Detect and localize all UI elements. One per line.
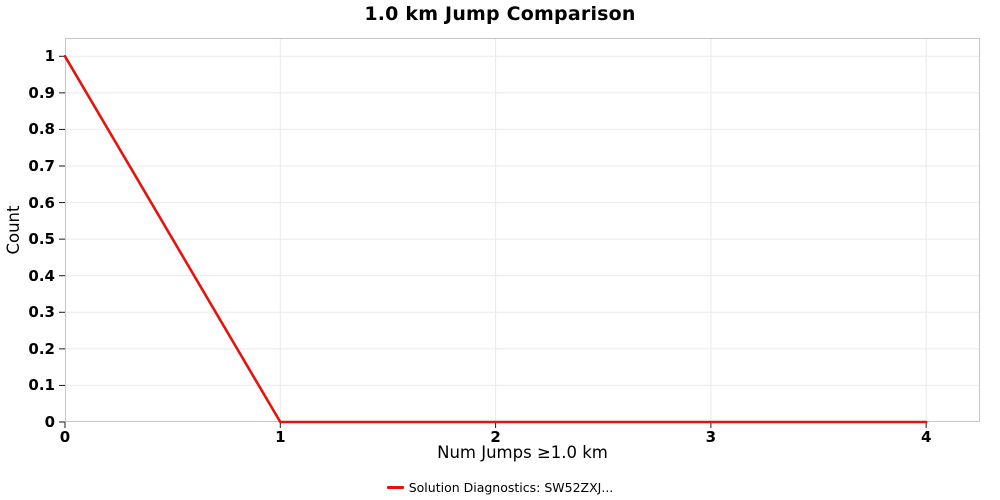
series-line [63,54,928,424]
chart-title: 1.0 km Jump Comparison [364,3,636,25]
y-tick-label: 0.3 [28,303,55,322]
y-tick-label: 0.4 [28,266,55,285]
x-tick-label: 3 [705,428,717,446]
y-tick-label: 0.1 [28,376,55,395]
y-tick-label: 0.6 [28,193,55,212]
y-tick-label: 0.9 [28,83,55,102]
x-axis-label: Num Jumps ≥1.0 km [437,443,608,462]
line-chart [59,38,980,428]
y-tick-label: 0.5 [28,230,55,249]
x-tick-label: 0 [59,428,71,446]
y-tick-label: 0.7 [28,157,55,175]
y-tick-label: 0 [44,413,55,431]
legend-line-swatch [386,486,404,489]
x-tick-label: 4 [920,428,932,446]
y-tick-label: 0.8 [28,120,55,139]
plot-area [59,38,980,428]
y-tick-label: 1 [44,47,55,66]
plot-frame [65,38,980,422]
x-tick-label: 1 [275,428,286,446]
y-tick-label: 0.2 [28,339,55,358]
legend[interactable]: Solution Diagnostics: SW52ZXJ... [0,480,1000,495]
x-tick-label: 2 [490,428,501,446]
legend-label: Solution Diagnostics: SW52ZXJ... [408,480,614,495]
